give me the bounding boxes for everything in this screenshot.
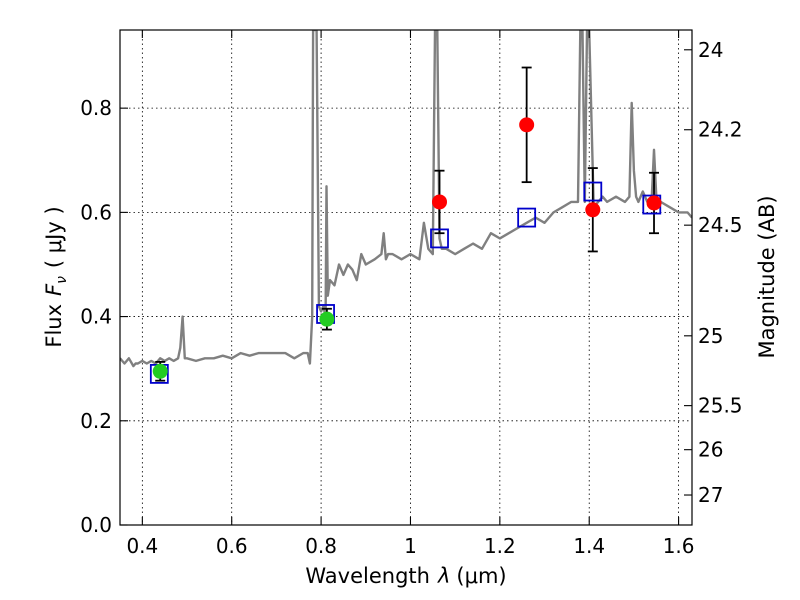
y-tick-label: 0.0 <box>80 513 112 537</box>
x-tick-label: 0.4 <box>126 534 158 558</box>
y2-tick-label: 24 <box>698 38 723 62</box>
axis-ticks <box>120 30 692 526</box>
grid-lines <box>120 30 692 525</box>
x-tick-label: 1.4 <box>573 534 605 558</box>
x-tick-label: 0.8 <box>305 534 337 558</box>
x-axis-label: Wavelength λ (μm) <box>305 564 506 588</box>
y-axis-label: FluxFν( μJy ) <box>42 206 70 347</box>
observed-detection-point <box>432 194 448 210</box>
x-tick-label: 1 <box>404 534 417 558</box>
x-tick-label: 1.2 <box>484 534 516 558</box>
y-tick-label: 0.4 <box>80 305 112 329</box>
x-tick-label: 1.6 <box>663 534 695 558</box>
y2-tick-label: 25.5 <box>698 394 743 418</box>
x-tick-label: 0.6 <box>216 534 248 558</box>
y2-tick-label: 27 <box>698 483 723 507</box>
y-tick-label: 0.6 <box>80 200 112 224</box>
observed-detection-point <box>519 117 535 133</box>
model-spectrum-line <box>120 30 692 368</box>
y2-tick-label: 24.5 <box>698 213 743 237</box>
y-tick-label: 0.2 <box>80 409 112 433</box>
model-photometry-square <box>517 207 537 228</box>
observed-blue-point <box>319 311 335 327</box>
error-bars <box>149 66 662 384</box>
plot-area <box>120 30 692 368</box>
model-photometry-square <box>583 181 603 202</box>
observed-detection-point <box>646 195 662 211</box>
plot-frame <box>119 29 693 526</box>
y2-tick-label: 26 <box>698 438 723 462</box>
y-tick-label: 0.8 <box>80 96 112 120</box>
y2-tick-label: 25 <box>698 324 723 348</box>
y2-axis-label: Magnitude (AB) <box>755 195 779 358</box>
y2-tick-label: 24.2 <box>698 118 743 142</box>
observed-detection-point <box>585 202 601 218</box>
observed-blue-point <box>152 363 168 379</box>
model-photometry-square <box>430 228 449 249</box>
